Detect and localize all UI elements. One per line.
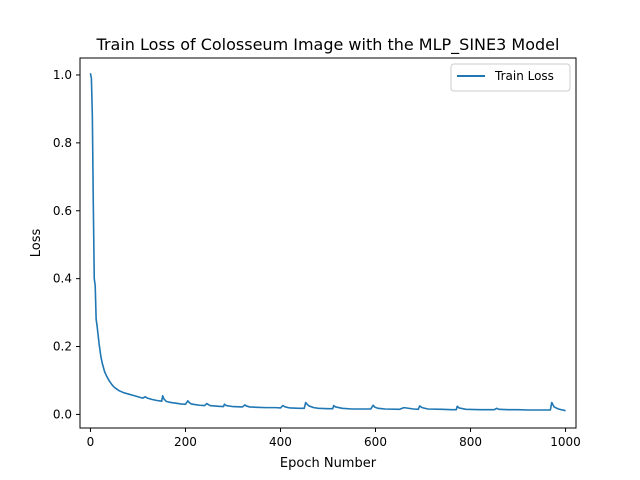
y-tick-label: 0.6 — [53, 204, 72, 218]
y-tick-label: 0.8 — [53, 136, 72, 150]
y-tick-label: 0.4 — [53, 272, 72, 286]
legend: Train Loss — [450, 63, 571, 92]
y-axis-label: Loss — [29, 229, 44, 258]
plot-frame — [79, 57, 577, 429]
x-tick-label: 600 — [364, 435, 387, 449]
x-tick-label: 800 — [459, 435, 482, 449]
x-tick-label: 200 — [174, 435, 197, 449]
y-tick-label: 1.0 — [53, 68, 72, 82]
x-tick-label: 0 — [87, 435, 95, 449]
x-axis-label: Epoch Number — [280, 456, 377, 471]
y-tick-label: 0.0 — [53, 407, 72, 421]
plot-area — [89, 73, 566, 412]
legend-box — [450, 63, 571, 92]
series-line-0 — [89, 73, 566, 412]
chart-title: Train Loss of Colosseum Image with the M… — [96, 35, 560, 55]
legend-label-train-loss: Train Loss — [494, 69, 554, 83]
x-tick-label: 1000 — [550, 435, 581, 449]
x-tick-label: 400 — [269, 435, 292, 449]
axis-ticks: 0 200 400 600 800 1000 0.0 0.2 0.4 0.6 0.8 1.0 — [53, 68, 581, 449]
y-tick-label: 0.2 — [53, 340, 72, 354]
